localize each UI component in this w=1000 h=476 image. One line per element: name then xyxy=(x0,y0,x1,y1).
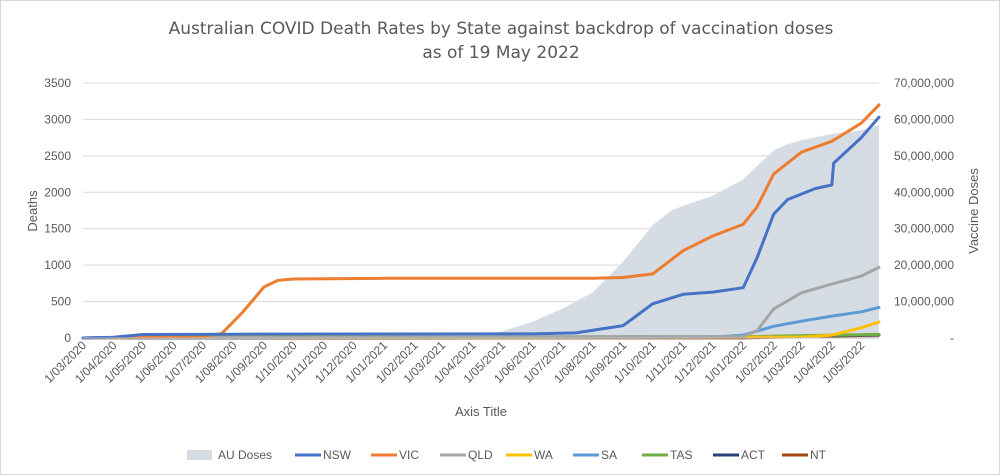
legend-item-qld: QLD xyxy=(440,448,493,462)
y-axis-title: Deaths xyxy=(25,190,40,232)
legend-item-au-doses: AU Doses xyxy=(187,448,272,462)
y2-axis-title: Vaccine Doses xyxy=(966,168,981,254)
legend-label-wa: WA xyxy=(534,448,553,462)
y-tick-label-0: 0 xyxy=(64,331,71,345)
chart-title-line-1: Australian COVID Death Rates by State ag… xyxy=(169,19,834,39)
legend-label-vic: VIC xyxy=(399,448,419,462)
y2-tick-label-60000000: 60,000,000 xyxy=(894,112,954,126)
legend-item-tas: TAS xyxy=(642,448,692,462)
line-series-nsw xyxy=(81,115,881,340)
legend-label-au-doses: AU Doses xyxy=(218,448,272,462)
y-tick-label-3000: 3000 xyxy=(44,112,71,126)
legend-item-vic: VIC xyxy=(371,448,419,462)
legend-label-qld: QLD xyxy=(468,448,493,462)
chart-title-line-2: as of 19 May 2022 xyxy=(422,43,579,63)
legend-item-act: ACT xyxy=(713,448,766,462)
y2-tick-label-40000000: 40,000,000 xyxy=(894,185,954,199)
area-series-au-doses xyxy=(435,124,879,339)
legend-item-wa: WA xyxy=(506,448,553,462)
y2-tick-label-70000000: 70,000,000 xyxy=(894,76,954,90)
y2-tick-label-0: - xyxy=(950,331,954,345)
legend-label-tas: TAS xyxy=(670,448,692,462)
y2-tick-label-30000000: 30,000,000 xyxy=(894,222,954,236)
y2-tick-label-50000000: 50,000,000 xyxy=(894,149,954,163)
legend-label-nt: NT xyxy=(810,448,827,462)
y2-tick-label-20000000: 20,000,000 xyxy=(894,258,954,272)
y-tick-label-500: 500 xyxy=(51,295,71,309)
legend: AU Doses NSW VIC QLD WA SA TAS ACT NT xyxy=(187,448,827,462)
legend-label-sa: SA xyxy=(601,448,617,462)
y-tick-label-1500: 1500 xyxy=(44,222,71,236)
legend-label-nsw: NSW xyxy=(323,448,352,462)
line-series-vic xyxy=(81,103,881,340)
legend-swatch-au-doses xyxy=(187,450,212,460)
legend-item-sa: SA xyxy=(573,448,617,462)
gridlines xyxy=(83,82,879,303)
legend-item-nsw: NSW xyxy=(295,448,352,462)
y2-tick-label-10000000: 10,000,000 xyxy=(894,295,954,309)
legend-item-nt: NT xyxy=(782,448,827,462)
chart-title: Australian COVID Death Rates by State ag… xyxy=(169,19,834,63)
x-axis-title: Axis Title xyxy=(455,404,507,419)
line-series-qld xyxy=(81,265,881,340)
area-series-group xyxy=(435,124,879,339)
y-tick-label-2000: 2000 xyxy=(44,185,71,199)
y-tick-label-1000: 1000 xyxy=(44,258,71,272)
legend-label-act: ACT xyxy=(741,448,766,462)
y-tick-label-2500: 2500 xyxy=(44,149,71,163)
y-tick-label-3500: 3500 xyxy=(44,76,71,90)
